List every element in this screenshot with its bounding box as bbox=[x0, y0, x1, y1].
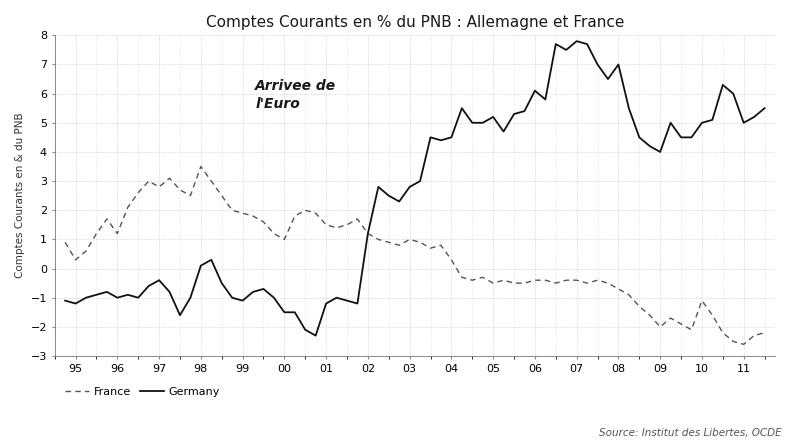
Y-axis label: Comptes Courants en & du PNB: Comptes Courants en & du PNB bbox=[15, 113, 25, 278]
Text: Source: Institut des Libertes, OCDE: Source: Institut des Libertes, OCDE bbox=[600, 427, 782, 438]
Legend: France, Germany: France, Germany bbox=[60, 383, 224, 402]
Title: Comptes Courants en % du PNB : Allemagne et France: Comptes Courants en % du PNB : Allemagne… bbox=[205, 15, 624, 30]
Text: Arrivee de
l'Euro: Arrivee de l'Euro bbox=[255, 79, 337, 111]
